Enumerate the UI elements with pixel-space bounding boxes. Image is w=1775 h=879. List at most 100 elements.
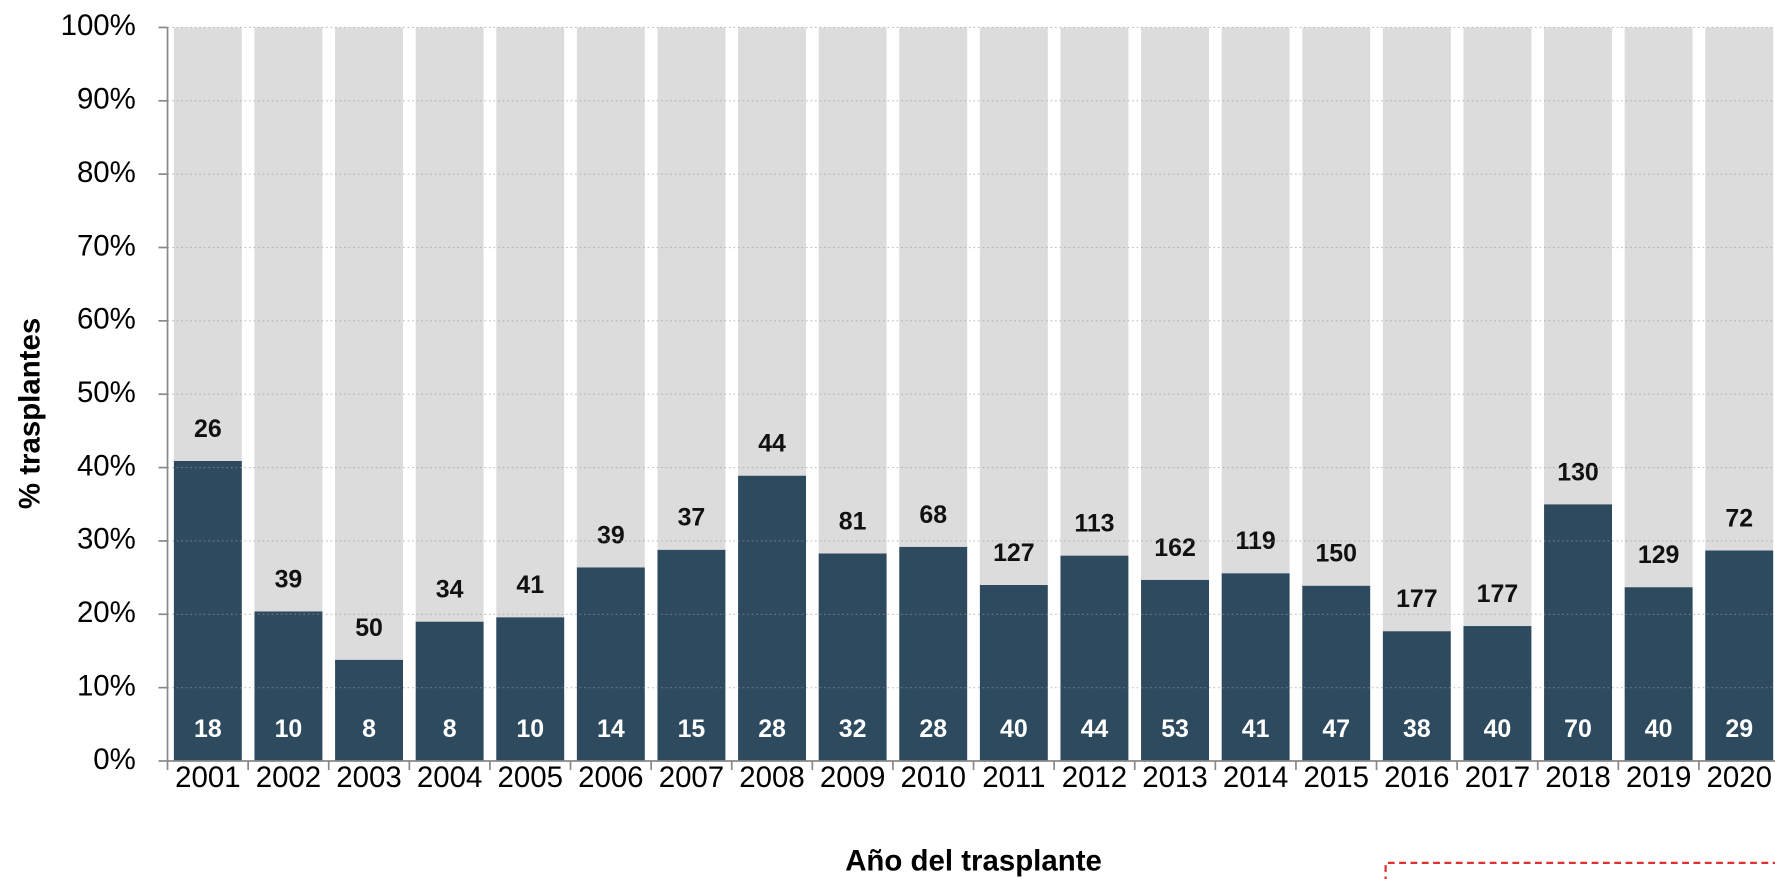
count-label: 28 [919,715,947,743]
count-label: 150 [1315,540,1357,568]
dashed-frame [1384,861,1775,879]
count-label: 41 [1242,715,1270,743]
bar-segment [1624,587,1693,761]
x-tick-label: 2001 [175,761,240,794]
x-tick-label: 2007 [659,761,724,794]
count-label: 40 [1484,715,1512,743]
count-label: 18 [194,715,222,743]
bar-segment [1060,555,1129,761]
count-label: 53 [1161,715,1189,743]
bar-segment [738,27,806,476]
bar-segment [576,567,645,761]
count-label: 50 [355,614,383,642]
bar-segment [496,27,565,618]
bar-segment [1221,573,1290,761]
count-label: 162 [1154,534,1196,562]
y-tick-label: 20% [77,596,136,629]
count-label: 177 [1396,585,1438,613]
bar-segment [173,460,242,761]
bar-segment [1060,27,1129,556]
count-label: 130 [1557,458,1599,486]
x-tick-label: 2013 [1142,761,1207,794]
count-label: 8 [362,715,376,743]
count-label: 37 [678,504,706,532]
bar-segment [1463,626,1532,761]
count-label: 34 [436,576,464,604]
bar-segment [254,27,323,612]
bar-segment [335,659,403,761]
count-label: 14 [597,715,625,743]
x-tick-label: 2016 [1384,761,1449,794]
count-label: 26 [194,415,222,443]
count-label: 70 [1564,715,1592,743]
y-tick-label: 90% [77,83,136,116]
count-label: 47 [1322,715,1350,743]
count-label: 40 [1645,715,1673,743]
x-tick-label: 2006 [578,761,643,794]
bar-segment [657,549,726,761]
count-label: 15 [678,715,706,743]
x-tick-label: 2003 [336,761,401,794]
bar-segment [738,475,806,761]
count-label: 39 [597,521,625,549]
count-label: 113 [1074,510,1114,538]
y-tick-label: 60% [77,303,136,336]
bar-segment [1302,585,1371,761]
count-label: 10 [516,715,544,743]
bar-segment [1705,550,1774,761]
bar-segment [1544,504,1612,761]
count-label: 8 [443,715,457,743]
count-label: 32 [839,715,867,743]
bar-segment [979,27,1048,585]
bar-segment [173,27,242,461]
count-label: 28 [758,715,786,743]
y-tick-label: 0% [93,743,136,776]
count-label: 29 [1725,715,1753,743]
bar-segment [335,27,403,660]
count-label: 72 [1725,504,1753,532]
bar-segment [899,546,968,761]
count-label: 81 [839,507,867,535]
count-label: 40 [1000,715,1028,743]
bar-segment [1544,27,1612,505]
bar-segment [576,27,645,568]
x-tick-label: 2005 [498,761,563,794]
count-label: 39 [275,565,303,593]
x-tick-label: 2009 [820,761,885,794]
bar-segment [1463,27,1532,627]
count-label: 44 [758,430,786,458]
x-tick-label: 2020 [1707,761,1772,794]
y-tick-label: 50% [77,376,136,409]
x-tick-label: 2017 [1465,761,1530,794]
count-label: 68 [919,501,947,529]
x-tick-label: 2018 [1545,761,1610,794]
x-tick-label: 2011 [982,761,1045,794]
y-axis-title: % trasplantes [13,318,46,509]
bar-segment [1141,579,1209,761]
count-label: 127 [993,539,1035,567]
y-tick-label: 10% [77,669,136,702]
y-tick-label: 40% [77,449,136,482]
bar-segment [1141,27,1209,580]
x-tick-label: 2019 [1626,761,1691,794]
x-tick-label: 2008 [739,761,804,794]
x-tick-label: 2002 [256,761,321,794]
x-tick-label: 2014 [1223,761,1288,794]
x-tick-label: 2015 [1304,761,1369,794]
count-label: 38 [1403,715,1431,743]
bar-segment [818,27,887,554]
y-tick-label: 100% [61,9,136,42]
count-label: 41 [516,571,544,599]
bar-segment [1382,27,1451,632]
count-label: 10 [275,715,303,743]
x-tick-label: 2012 [1062,761,1127,794]
bar-segment [1221,27,1290,574]
bar-segment [1705,27,1774,551]
y-tick-label: 80% [77,156,136,189]
y-tick-label: 70% [77,229,136,262]
x-tick-label: 2004 [417,761,482,794]
bar-segment [899,27,968,547]
count-label: 129 [1638,541,1680,569]
bar-segment [1624,27,1693,588]
